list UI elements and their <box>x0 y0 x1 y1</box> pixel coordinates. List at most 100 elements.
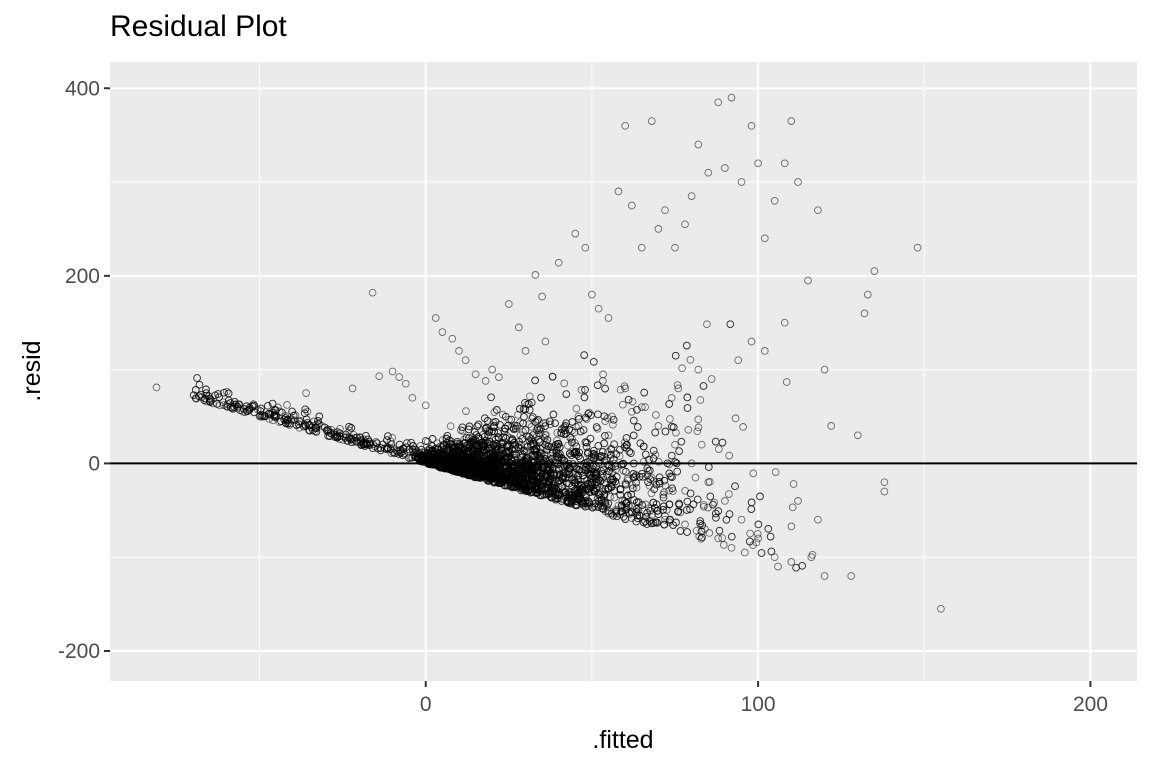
data-point <box>737 515 746 524</box>
data-point <box>478 467 487 475</box>
data-point <box>554 473 563 482</box>
data-point <box>780 318 789 327</box>
data-point <box>617 507 626 516</box>
data-point <box>673 467 682 476</box>
data-point <box>694 423 703 432</box>
data-point <box>637 243 646 252</box>
data-point <box>616 485 625 494</box>
data-point <box>533 424 542 433</box>
data-point <box>589 486 598 494</box>
y-axis-ticks: -200 0 200 400 <box>58 77 110 663</box>
data-point <box>332 431 340 440</box>
data-point <box>589 357 598 366</box>
data-point <box>627 407 636 416</box>
data-point <box>804 276 812 285</box>
data-point <box>576 427 585 436</box>
data-point <box>678 364 686 373</box>
data-point <box>780 159 789 168</box>
data-point <box>303 419 312 427</box>
data-point <box>347 438 356 447</box>
data-point <box>471 461 480 470</box>
data-point <box>533 478 542 486</box>
data-point <box>616 445 624 454</box>
data-point <box>285 421 294 429</box>
data-point <box>511 483 519 492</box>
data-point <box>564 499 573 507</box>
data-point <box>747 498 756 507</box>
data-point <box>202 385 210 394</box>
data-point <box>754 520 763 529</box>
data-point <box>649 446 658 455</box>
data-point <box>518 450 527 459</box>
data-point <box>577 386 586 394</box>
data-point <box>574 422 583 430</box>
data-point <box>301 405 310 414</box>
data-point <box>609 511 617 520</box>
data-point <box>191 386 200 394</box>
data-point <box>581 243 590 252</box>
data-point <box>760 347 769 355</box>
data-point <box>193 374 201 382</box>
data-point <box>566 464 574 473</box>
data-point <box>465 422 474 431</box>
data-point <box>696 396 705 404</box>
data-point <box>686 489 695 498</box>
data-point <box>305 421 314 429</box>
data-point <box>609 420 617 429</box>
data-point <box>601 384 609 393</box>
data-point <box>530 485 539 493</box>
data-point <box>766 532 775 541</box>
data-point <box>275 418 284 426</box>
data-point <box>537 393 545 402</box>
data-point <box>649 454 658 463</box>
data-point <box>753 530 762 538</box>
data-point <box>200 396 209 405</box>
data-point <box>491 461 500 469</box>
data-point <box>421 401 430 410</box>
data-point <box>703 320 711 329</box>
data-point <box>551 419 559 428</box>
data-point <box>619 400 627 409</box>
data-point <box>671 243 679 252</box>
data-point <box>581 492 590 501</box>
data-point <box>600 490 608 499</box>
data-point <box>600 465 608 474</box>
data-point <box>588 290 596 299</box>
data-point <box>364 435 372 444</box>
data-point <box>587 478 596 487</box>
data-point <box>480 414 489 423</box>
data-point <box>574 471 582 480</box>
data-point <box>660 476 669 485</box>
data-point <box>368 288 377 297</box>
data-point <box>485 428 494 436</box>
y-tick-label: -200 <box>58 640 100 663</box>
data-point <box>388 367 397 376</box>
data-point <box>787 117 796 125</box>
data-point <box>632 498 641 507</box>
data-point <box>239 407 247 416</box>
data-point <box>263 401 272 410</box>
data-point <box>641 450 650 459</box>
y-tick-label: 400 <box>65 77 100 100</box>
data-point <box>727 543 736 552</box>
data-point <box>594 410 602 419</box>
data-point <box>937 604 945 613</box>
data-point <box>651 428 660 437</box>
data-point <box>580 351 589 359</box>
data-point <box>683 528 691 536</box>
data-point <box>405 454 413 462</box>
data-point <box>787 522 796 531</box>
data-point <box>672 518 680 527</box>
data-point <box>604 314 613 322</box>
data-point <box>601 417 610 426</box>
data-point <box>666 415 674 423</box>
data-point <box>661 515 669 524</box>
data-point <box>461 356 470 365</box>
data-point <box>731 482 739 491</box>
data-point <box>509 464 518 473</box>
data-point <box>747 121 756 130</box>
data-point <box>366 439 374 448</box>
data-point <box>712 513 720 522</box>
data-point <box>529 450 538 459</box>
